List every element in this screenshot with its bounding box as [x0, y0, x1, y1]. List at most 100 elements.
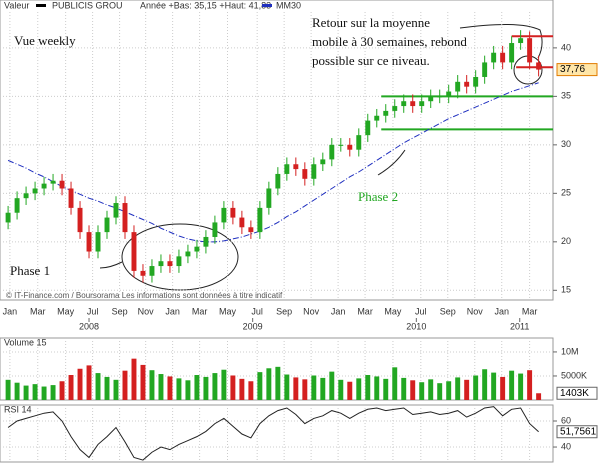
candle-body [410, 101, 416, 107]
volume-bar [275, 366, 281, 400]
x-tick-label: Jan [331, 306, 346, 316]
volume-bar [491, 372, 497, 400]
y-tick-label: 40 [561, 42, 571, 52]
legend-swatch [262, 4, 272, 7]
header-label: Valeur [4, 0, 29, 10]
panel-title: RSI 14 [4, 404, 32, 414]
candle-body [392, 106, 398, 111]
candle-body [248, 227, 254, 233]
candle-body [230, 207, 236, 218]
candle-body [482, 62, 488, 77]
candle-body [239, 217, 245, 228]
x-tick-label: Jul [87, 306, 99, 316]
volume-bar [482, 369, 488, 400]
last-value-box [556, 386, 598, 400]
candle-body [185, 251, 191, 257]
candle-body [176, 256, 182, 267]
header-name: PUBLICIS GROU [52, 0, 123, 10]
candle-body [158, 261, 164, 267]
y-tick-label: 40 [561, 441, 571, 451]
candle-body [338, 144, 344, 146]
annotation: possible sur ce niveau. [312, 53, 430, 68]
candle-body [311, 164, 317, 179]
volume-bar [104, 376, 110, 400]
volume-bar [302, 379, 308, 400]
candle-body [77, 207, 83, 233]
annotation: Phase 2 [358, 189, 398, 204]
volume-bar [437, 383, 443, 400]
price-panel [0, 0, 554, 301]
candle-body [437, 96, 443, 98]
candle-body [455, 81, 461, 92]
y-tick-label: 15 [561, 285, 571, 295]
candle-body [320, 159, 326, 165]
candle-body [284, 164, 290, 174]
x-tick-label: Mar [30, 306, 46, 316]
x-tick-label: May [384, 306, 402, 316]
x-tick-label: May [219, 306, 237, 316]
x-tick-label: Jul [251, 306, 263, 316]
candle-body [374, 115, 380, 121]
candle-body [41, 183, 47, 189]
volume-bar [356, 378, 362, 400]
volume-bar [14, 382, 20, 400]
volume-bar [176, 378, 182, 400]
volume-bar [527, 370, 533, 400]
y-tick-label: 5000K [561, 370, 587, 380]
candle-body [221, 207, 227, 223]
volume-bar [257, 372, 263, 400]
volume-bar [401, 377, 407, 400]
panel-title: Volume 15 [4, 337, 47, 347]
candle-body [419, 101, 425, 107]
copyright: © IT-Finance.com / Boursorama Les inform… [6, 291, 283, 300]
volume-bar [248, 381, 254, 400]
candle-body [122, 203, 128, 233]
volume-bar [518, 373, 524, 400]
volume-bar [59, 381, 65, 400]
x-tick-label: May [57, 306, 75, 316]
candle-body [491, 52, 497, 63]
volume-bar [140, 364, 146, 400]
volume-bar [464, 379, 470, 400]
last-value-box [556, 63, 598, 77]
candle-body [140, 270, 146, 276]
arrow [99, 261, 123, 269]
y-tick-label: 25 [561, 188, 571, 198]
y-tick-label: 30 [561, 139, 571, 149]
volume-bar [212, 373, 218, 400]
x-tick-label: Nov [138, 306, 155, 316]
candle-body [293, 164, 299, 170]
volume-bar [392, 367, 398, 400]
candle-body [59, 180, 65, 189]
candle-body [365, 120, 371, 136]
volume-bar [365, 375, 371, 400]
x-tick-label: Nov [303, 306, 320, 316]
y-tick-label: 35 [561, 91, 571, 101]
volume-bar [185, 380, 191, 400]
legend-label: MM30 [276, 0, 301, 10]
x-tick-label: Sep [276, 306, 292, 316]
volume-bar [158, 374, 164, 400]
candle-body [473, 76, 479, 87]
candle-body [329, 144, 335, 160]
candle-body [464, 81, 470, 87]
volume-bar [239, 378, 245, 400]
volume-bar [50, 385, 56, 400]
x-tick-label: Mar [192, 306, 208, 316]
candle-body [194, 246, 200, 252]
volume-bar [329, 371, 335, 400]
volume-bar [347, 381, 353, 400]
volume-bar [68, 375, 74, 400]
volume-bar [383, 378, 389, 400]
candle-body [32, 188, 38, 194]
volume-bar [473, 375, 479, 400]
last-value-box [556, 425, 598, 439]
x-tick-label: Jan [165, 306, 180, 316]
candle-body [131, 232, 137, 271]
volume-bar [113, 379, 119, 400]
volume-bar [167, 376, 173, 400]
candle-body [302, 169, 308, 179]
candle-body [518, 38, 524, 44]
volume-bar [230, 375, 236, 400]
